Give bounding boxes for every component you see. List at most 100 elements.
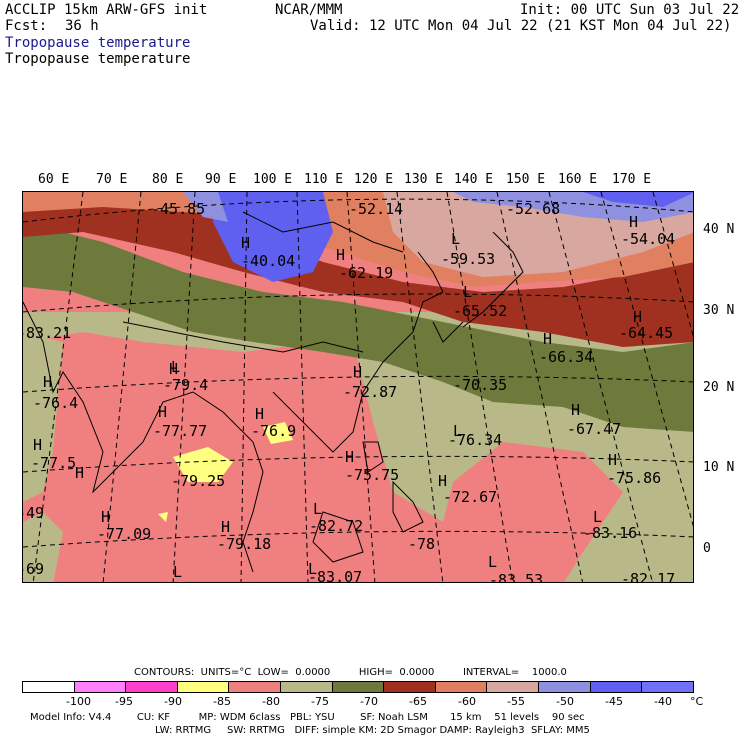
- contour-value: -64.45: [619, 324, 673, 342]
- lat-label: 20 N: [703, 380, 735, 395]
- legend-tick: -60: [458, 695, 476, 708]
- lon-label: 170 E: [612, 172, 652, 187]
- org-label: NCAR/MMM: [275, 2, 343, 18]
- legend-swatch: [487, 682, 540, 692]
- contour-value: -72.67: [443, 488, 497, 506]
- legend-swatch: [229, 682, 282, 692]
- band-80-75-west: [23, 332, 63, 502]
- contour-value: -52.68: [506, 200, 560, 218]
- contour-value: -77.09: [97, 525, 151, 543]
- lat-label: 30 N: [703, 303, 735, 318]
- legend-swatch: [177, 682, 230, 692]
- lon-label: 140 E: [454, 172, 494, 187]
- legend-swatch: [23, 682, 75, 692]
- contour-value: -45.85: [151, 200, 205, 218]
- band-90-85: [173, 447, 233, 482]
- high-marker: H: [608, 451, 617, 469]
- model-info-line1: Model Info: V4.4 CU: KF MP: WDM 6class P…: [30, 712, 585, 723]
- contour-value: -70.35: [453, 376, 507, 394]
- contour-value: -67.47: [567, 420, 621, 438]
- contour-value: -79.4: [163, 376, 208, 394]
- color-legend: [22, 681, 694, 693]
- contour-value: -83.21: [23, 324, 71, 342]
- legend-tick: -100: [66, 695, 91, 708]
- contour-value: -40.04: [241, 252, 295, 270]
- high-marker: H: [169, 360, 178, 378]
- band-45-40-east: [583, 192, 693, 207]
- low-marker: L: [463, 283, 472, 301]
- contour-value: -52.14: [349, 200, 403, 218]
- legend-tick: -45: [605, 695, 623, 708]
- legend-swatch: [642, 682, 693, 692]
- high-marker: H: [221, 518, 230, 536]
- model-title: ACCLIP 15km ARW-GFS init: [5, 2, 208, 18]
- contour-value: -77.5: [31, 454, 76, 472]
- low-marker: L: [488, 553, 497, 571]
- legend-tick: -85: [213, 695, 231, 708]
- legend-swatch: [384, 682, 436, 692]
- lon-label: 90 E: [205, 172, 237, 187]
- lon-label: 130 E: [404, 172, 444, 187]
- contour-value: -49: [23, 504, 44, 522]
- contour-value: -59.53: [441, 250, 495, 268]
- band-45-40: [213, 192, 333, 282]
- lon-label: 80 E: [152, 172, 184, 187]
- high-marker: H: [353, 363, 362, 381]
- contour-value: -83.07: [308, 568, 362, 583]
- high-marker: H: [255, 405, 264, 423]
- contour-value: -69: [23, 560, 44, 578]
- lon-label: 100 E: [253, 172, 293, 187]
- high-marker: H: [543, 330, 552, 348]
- legend-swatch: [126, 682, 178, 692]
- low-marker: L: [593, 508, 602, 526]
- legend-unit: °C: [690, 695, 704, 708]
- legend-tick: -95: [115, 695, 133, 708]
- contour-value: -54.04: [621, 230, 675, 248]
- low-marker: L: [313, 500, 322, 518]
- coastlines: [23, 211, 524, 573]
- lon-label: 110 E: [304, 172, 344, 187]
- contour-value: -72.87: [343, 383, 397, 401]
- contour-value: -76.34: [448, 431, 502, 449]
- contour-value: -66.34: [539, 348, 593, 366]
- legend-tick: -65: [409, 695, 427, 708]
- tropopause-temperature-map[interactable]: H H H H H H H H H H H H H H H H H H L L …: [22, 191, 694, 583]
- band-90-85-c: [158, 512, 168, 522]
- legend-swatch: [74, 682, 127, 692]
- lat-label: 0: [703, 541, 711, 556]
- low-marker: L: [308, 560, 317, 578]
- shaded-field-title: Tropopause temperature: [5, 35, 191, 51]
- legend-swatch: [435, 682, 488, 692]
- high-marker: H: [571, 401, 580, 419]
- contour-value: -83.53: [489, 571, 543, 583]
- lon-label: 160 E: [558, 172, 598, 187]
- legend-tick: -50: [556, 695, 574, 708]
- legend-swatch: [332, 682, 385, 692]
- contour-value: -75.86: [607, 469, 661, 487]
- forecast-label: Fcst:: [5, 18, 48, 34]
- contour-value: -82.72: [309, 517, 363, 535]
- contour-value: -79.18: [217, 535, 271, 553]
- high-marker: H: [158, 403, 167, 421]
- low-marker: L: [453, 422, 462, 440]
- legend-swatch: [539, 682, 591, 692]
- legend-tick: -75: [311, 695, 329, 708]
- lon-label: 70 E: [96, 172, 128, 187]
- lon-label: 150 E: [506, 172, 546, 187]
- high-marker: H: [336, 246, 345, 264]
- low-marker: L: [171, 358, 180, 376]
- contour-value: -77.77: [153, 422, 207, 440]
- lon-label: 120 E: [354, 172, 394, 187]
- contour-info: CONTOURS: UNITS=°C LOW= 0.0000 HIGH= 0.0…: [134, 667, 567, 678]
- high-marker: H: [75, 464, 84, 482]
- contour-value: -76.4: [33, 394, 78, 412]
- high-marker: H: [633, 308, 642, 326]
- band-90-85-b: [263, 422, 293, 444]
- high-marker: H: [101, 508, 110, 526]
- band-70-65: [23, 192, 693, 347]
- contour-value: -83.16: [583, 524, 637, 542]
- legend-tick: -70: [360, 695, 378, 708]
- graticule: [23, 192, 693, 582]
- contour-value: -82.17: [621, 570, 675, 583]
- legend-swatch: [281, 682, 333, 692]
